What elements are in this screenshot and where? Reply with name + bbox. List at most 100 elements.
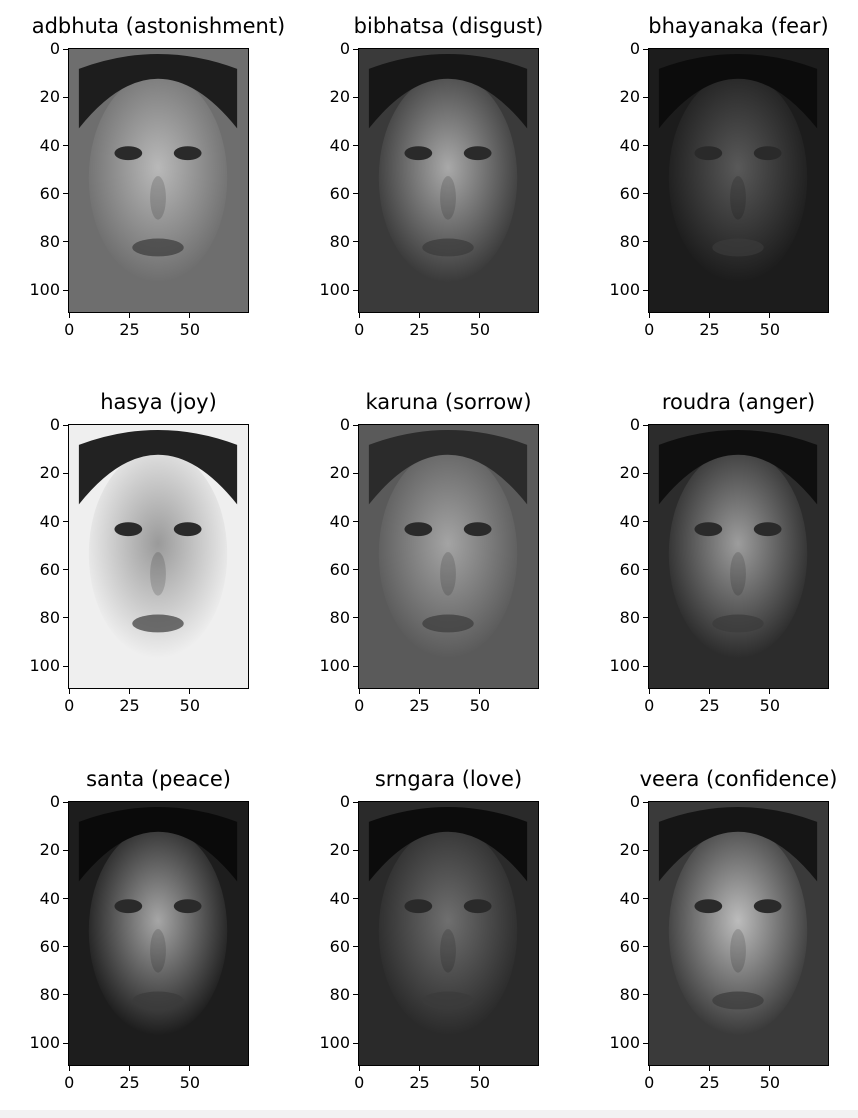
y-tick-mark <box>63 617 68 619</box>
face-fear-photo <box>649 49 828 312</box>
y-tick-mark <box>63 849 68 851</box>
y-tick-label: 100 <box>29 656 60 676</box>
y-tick-label: 0 <box>339 792 350 812</box>
x-tick-label: 50 <box>179 1073 201 1092</box>
x-tick-label: 25 <box>699 1073 720 1092</box>
y-tick-mark <box>643 898 648 900</box>
x-tick-label: 50 <box>469 320 491 339</box>
y-tick-mark <box>643 665 648 667</box>
x-tick-label: 25 <box>699 696 720 715</box>
x-tick-label: 0 <box>64 696 75 715</box>
x-tick-mark <box>709 313 711 318</box>
x-tick-label: 25 <box>699 320 720 339</box>
y-tick-label: 100 <box>609 656 640 676</box>
face-love-photo <box>359 802 538 1065</box>
x-tick-mark <box>129 689 131 694</box>
y-tick-label: 80 <box>39 607 60 627</box>
image-axes <box>358 424 539 689</box>
y-tick-mark <box>643 569 648 571</box>
subplot-title: bibhatsa (disgust) <box>353 14 544 38</box>
y-tick-mark <box>353 946 358 948</box>
x-tick-label: 25 <box>409 320 430 339</box>
x-tick-mark <box>479 689 481 694</box>
y-tick-label: 60 <box>619 936 640 956</box>
y-tick-mark <box>353 994 358 996</box>
y-tick-mark <box>643 424 648 426</box>
y-tick-mark <box>353 801 358 803</box>
x-tick-mark <box>189 313 191 318</box>
y-tick-mark <box>643 145 648 147</box>
image-axes <box>68 48 249 313</box>
x-tick-label: 50 <box>179 320 201 339</box>
y-tick-mark <box>63 472 68 474</box>
y-tick-mark <box>353 521 358 523</box>
x-tick-mark <box>358 313 360 318</box>
y-tick-label: 60 <box>329 936 350 956</box>
y-tick-label: 100 <box>609 1033 640 1053</box>
y-tick-label: 0 <box>49 792 60 812</box>
y-tick-mark <box>63 289 68 291</box>
y-tick-label: 60 <box>619 559 640 579</box>
y-tick-mark <box>643 801 648 803</box>
y-tick-mark <box>63 946 68 948</box>
y-tick-label: 20 <box>39 840 60 860</box>
y-tick-mark <box>63 48 68 50</box>
y-tick-mark <box>63 241 68 243</box>
x-tick-label: 25 <box>119 696 140 715</box>
x-tick-mark <box>419 1066 421 1071</box>
subplot-title: roudra (anger) <box>661 390 816 414</box>
x-tick-label: 25 <box>119 320 140 339</box>
y-tick-label: 80 <box>619 607 640 627</box>
x-tick-mark <box>479 313 481 318</box>
y-tick-mark <box>63 665 68 667</box>
y-tick-mark <box>643 521 648 523</box>
y-tick-mark <box>353 145 358 147</box>
y-tick-label: 0 <box>629 39 640 59</box>
y-tick-mark <box>63 96 68 98</box>
y-tick-mark <box>643 946 648 948</box>
y-tick-label: 100 <box>319 280 350 300</box>
y-tick-label: 0 <box>629 415 640 435</box>
y-tick-mark <box>643 289 648 291</box>
y-tick-mark <box>63 424 68 426</box>
y-tick-mark <box>63 801 68 803</box>
y-tick-mark <box>63 193 68 195</box>
y-tick-label: 80 <box>619 231 640 251</box>
x-tick-label: 0 <box>64 320 75 339</box>
x-tick-mark <box>68 1066 70 1071</box>
y-tick-mark <box>643 849 648 851</box>
y-tick-label: 40 <box>619 135 640 155</box>
y-tick-label: 80 <box>329 607 350 627</box>
y-tick-mark <box>643 472 648 474</box>
image-axes <box>648 424 829 689</box>
y-tick-label: 20 <box>39 463 60 483</box>
x-tick-mark <box>709 1066 711 1071</box>
x-tick-mark <box>129 313 131 318</box>
x-tick-label: 25 <box>409 696 430 715</box>
y-tick-mark <box>63 1042 68 1044</box>
y-tick-mark <box>63 994 68 996</box>
y-tick-label: 40 <box>619 511 640 531</box>
face-disgust-photo <box>359 49 538 312</box>
y-tick-mark <box>353 96 358 98</box>
x-tick-mark <box>769 313 771 318</box>
x-tick-mark <box>648 689 650 694</box>
image-axes <box>648 801 829 1066</box>
x-tick-label: 0 <box>644 320 655 339</box>
x-tick-label: 0 <box>354 696 365 715</box>
x-tick-mark <box>648 1066 650 1071</box>
y-tick-label: 100 <box>609 280 640 300</box>
y-tick-mark <box>643 241 648 243</box>
x-tick-mark <box>479 1066 481 1071</box>
y-tick-mark <box>353 472 358 474</box>
x-tick-mark <box>648 313 650 318</box>
x-tick-mark <box>358 1066 360 1071</box>
x-tick-label: 50 <box>469 696 491 715</box>
y-tick-label: 20 <box>619 463 640 483</box>
subplot-title: hasya (joy) <box>100 390 217 414</box>
y-tick-mark <box>643 617 648 619</box>
x-tick-label: 50 <box>759 320 781 339</box>
y-tick-mark <box>353 289 358 291</box>
subplot-title: bhayanaka (fear) <box>648 14 829 38</box>
